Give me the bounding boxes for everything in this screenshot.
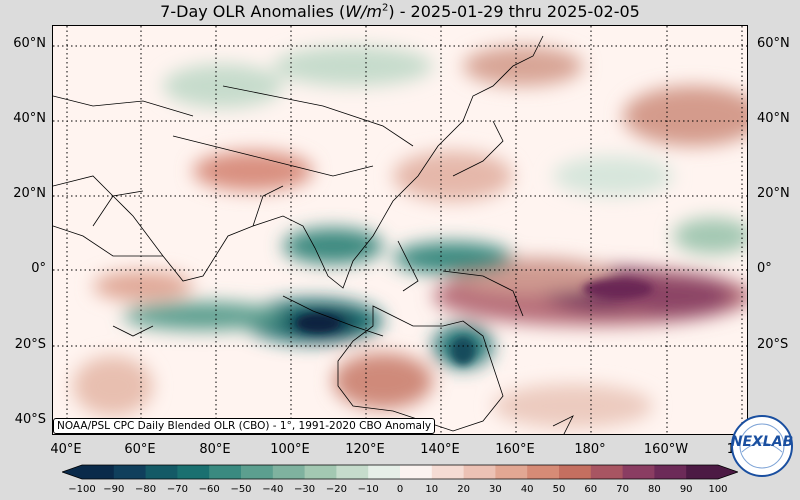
colorbar-tick-label: 80 [648, 484, 661, 495]
colorbar-segment [241, 465, 274, 479]
lon-label-40e: 40°E [50, 442, 82, 457]
colorbar-max-extend [718, 465, 738, 479]
lat-label-left-0: 0° [31, 261, 46, 276]
lon-label-60e: 60°E [124, 442, 156, 457]
colorbar-tick-label: −100 [68, 484, 96, 495]
colorbar-tick-label: 50 [552, 484, 566, 495]
colorbar-tick-label: −90 [103, 484, 125, 495]
colorbar-segment [590, 465, 624, 479]
colorbar-segment [272, 465, 306, 479]
colorbar-segment [495, 465, 528, 479]
colorbar-segment [304, 465, 337, 479]
colorbar-segment [622, 465, 655, 479]
lon-label-140e: 140°E [420, 442, 460, 457]
lat-label-right-20s: 20°S [757, 337, 789, 352]
logo-text: NEXLAB [730, 434, 794, 450]
lon-label-180: 180° [574, 442, 606, 457]
colorbar-segment [527, 465, 560, 479]
graticule [53, 26, 747, 434]
lat-label-right-60n: 60°N [757, 36, 790, 51]
colorbar-tick-label: 60 [584, 484, 598, 495]
colorbar-tick-label: 100 [708, 484, 728, 495]
colorbar-segment [463, 465, 496, 479]
colorbar-tick-label: 40 [520, 484, 534, 495]
lon-label-160w: 160°W [643, 442, 689, 457]
colorbar-segment [654, 465, 687, 479]
colorbar-min-extend [62, 465, 82, 479]
colorbar-segment [113, 465, 147, 479]
map-canvas [53, 26, 747, 434]
colorbar-segment [145, 465, 178, 479]
colorbar-tick-label: −20 [325, 484, 347, 495]
colorbar-tick-label: −40 [262, 484, 284, 495]
colorbar-tick-label: 20 [457, 484, 470, 495]
colorbar-segment [368, 465, 401, 479]
map-title: 7-Day OLR Anomalies (W/m2) - 2025-01-29 … [160, 2, 640, 21]
colorbar-segment [400, 465, 433, 479]
anomaly-field [73, 46, 747, 428]
colorbar-tick-label: −70 [166, 484, 188, 495]
colorbar-tick-label: 10 [425, 484, 439, 495]
lon-label-80e: 80°E [199, 442, 231, 457]
lat-label-left-60n: 60°N [13, 36, 46, 51]
colorbar-tick-label: 0 [396, 484, 404, 495]
colorbar-segment [686, 465, 719, 479]
lon-label-100e: 100°E [270, 442, 310, 457]
colorbar-tick-label: −80 [135, 484, 157, 495]
lat-label-left-40s: 40°S [14, 412, 46, 427]
colorbar-tick-label: −10 [357, 484, 379, 495]
colorbar-tick-label: 70 [616, 484, 629, 495]
colorbar-segment [559, 465, 592, 479]
colorbar-segment [431, 465, 465, 479]
colorbar-segment [336, 465, 369, 479]
olr-anomaly-map [52, 25, 748, 435]
nexlab-logo: NEXLAB [730, 414, 794, 478]
lat-label-left-20n: 20°N [13, 186, 46, 201]
colorbar [62, 464, 738, 480]
colorbar-tick-label: −60 [198, 484, 220, 495]
lon-label-160e: 160°E [495, 442, 535, 457]
colorbar-tick-label: −30 [294, 484, 316, 495]
colorbar-segment [209, 465, 242, 479]
lat-label-left-20s: 20°S [14, 337, 46, 352]
colorbar-tick-label: −50 [230, 484, 252, 495]
data-credit: NOAA/PSL CPC Daily Blended OLR (CBO) - 1… [53, 418, 436, 434]
coastlines [53, 35, 574, 434]
lon-label-120e: 120°E [345, 442, 385, 457]
lat-label-right-0: 0° [757, 261, 772, 276]
colorbar-tick-label: 30 [489, 484, 502, 495]
lat-label-right-20n: 20°N [757, 186, 790, 201]
colorbar-segment [82, 465, 115, 479]
lat-label-left-40n: 40°N [13, 111, 46, 126]
colorbar-tick-label: 90 [679, 484, 693, 495]
colorbar-segment [177, 465, 210, 479]
anomaly-detail [296, 279, 653, 365]
lat-label-right-40n: 40°N [757, 111, 790, 126]
colorbar-outline [62, 464, 738, 480]
